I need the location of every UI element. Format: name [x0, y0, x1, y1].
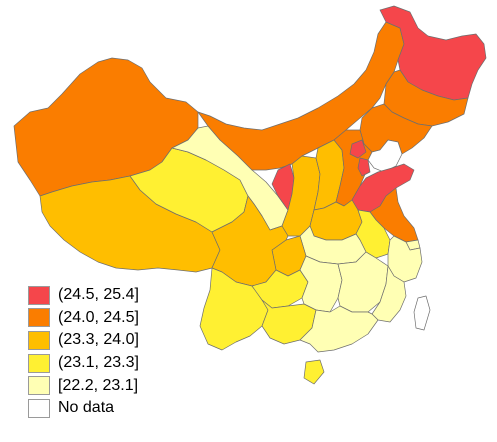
legend-swatch: [28, 353, 50, 373]
legend-swatch: [28, 398, 50, 418]
bohai-sea: [367, 139, 403, 173]
legend-item: (23.3, 24.0]: [28, 329, 188, 352]
legend-label: (24.5, 25.4]: [58, 286, 139, 304]
legend-label: [22.2, 23.1]: [58, 376, 139, 394]
legend-label: (23.1, 23.3]: [58, 354, 139, 372]
region-yunnan: [199, 267, 269, 351]
region-anhui: [355, 209, 391, 259]
legend-label: (23.3, 24.0]: [58, 331, 139, 349]
legend-label: (24.0, 24.5]: [58, 308, 139, 326]
legend-label: No data: [58, 399, 115, 417]
region-hainan: [303, 359, 325, 385]
region-beijing: [349, 139, 367, 159]
region-inner-mongolia: [197, 21, 405, 171]
legend-item: (24.0, 24.5]: [28, 307, 188, 330]
legend-swatch: [28, 330, 50, 350]
legend-swatch: [28, 376, 50, 396]
region-fujian: [371, 265, 407, 323]
legend-swatch: [28, 308, 50, 328]
map-legend: (24.5, 25.4] (24.0, 24.5] (23.3, 24.0] (…: [28, 284, 188, 420]
region-taiwan: [413, 295, 431, 331]
legend-item: No data: [28, 397, 188, 420]
legend-item: (23.1, 23.3]: [28, 352, 188, 375]
legend-item: (24.5, 25.4]: [28, 284, 188, 307]
legend-item: [22.2, 23.1]: [28, 374, 188, 397]
region-hunan: [299, 255, 343, 313]
legend-swatch: [28, 285, 50, 305]
region-guangdong: [299, 305, 379, 353]
region-heilongjiang: [379, 5, 487, 101]
region-tianjin: [357, 157, 371, 177]
